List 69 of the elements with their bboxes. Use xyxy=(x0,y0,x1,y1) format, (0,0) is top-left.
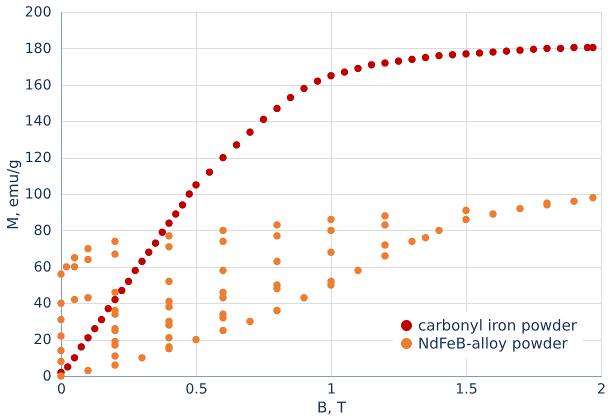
point xyxy=(273,104,281,112)
x-tick-label: 0 xyxy=(57,382,66,398)
point xyxy=(589,44,597,52)
y-tick-label: 0 xyxy=(42,368,52,384)
point xyxy=(408,56,416,64)
y-tick-label: 180 xyxy=(24,40,52,57)
point xyxy=(111,296,119,304)
point xyxy=(489,48,497,56)
legend-label: NdFeB-alloy powder xyxy=(418,334,569,352)
point xyxy=(340,68,348,76)
point xyxy=(394,57,402,65)
point xyxy=(158,228,166,236)
point xyxy=(124,278,132,286)
point xyxy=(192,181,200,189)
point xyxy=(91,324,98,332)
y-tick-label: 80 xyxy=(34,222,52,239)
point xyxy=(286,94,294,102)
y-tick-label: 40 xyxy=(34,296,52,312)
point xyxy=(206,168,214,176)
point xyxy=(543,44,551,52)
y-tick-label: 60 xyxy=(34,259,52,276)
point xyxy=(435,52,443,60)
point xyxy=(178,201,186,209)
y-tick-label: 140 xyxy=(24,114,52,130)
x-tick-label: 1.5 xyxy=(455,382,478,398)
point xyxy=(476,49,484,57)
point xyxy=(84,334,92,342)
x-tick-label: 2 xyxy=(597,382,606,398)
x-tick-label: 1 xyxy=(327,382,336,398)
point xyxy=(145,248,152,256)
point xyxy=(448,51,456,58)
point xyxy=(104,304,112,312)
point xyxy=(172,210,180,218)
y-tick-label: 20 xyxy=(34,332,52,348)
point xyxy=(78,343,85,351)
point xyxy=(300,84,308,92)
point xyxy=(570,44,578,52)
y-tick-label: 160 xyxy=(24,77,52,94)
point xyxy=(462,50,470,58)
point xyxy=(138,258,146,266)
point xyxy=(422,54,430,62)
point xyxy=(530,46,538,54)
point xyxy=(327,72,335,80)
point xyxy=(132,266,139,274)
point xyxy=(516,46,524,54)
point xyxy=(152,239,160,247)
point xyxy=(186,190,193,198)
x-tick-label: 0.5 xyxy=(185,382,208,398)
point xyxy=(314,77,322,85)
point xyxy=(368,61,376,68)
x-axis-title: B, T xyxy=(317,398,347,416)
point xyxy=(556,44,564,52)
point xyxy=(232,141,240,149)
y-tick-label: 100 xyxy=(24,186,52,202)
point xyxy=(219,154,227,162)
y-axis-title: M, emu/g xyxy=(4,159,22,230)
point xyxy=(502,47,510,55)
point xyxy=(381,59,389,67)
point xyxy=(98,316,106,324)
point xyxy=(165,219,173,227)
point xyxy=(246,128,254,136)
y-tick-label: 200 xyxy=(24,4,52,20)
point xyxy=(70,354,78,362)
point xyxy=(118,286,126,294)
legend-label: carbonyl iron powder xyxy=(418,316,578,334)
y-tick-label: 120 xyxy=(24,150,52,166)
point xyxy=(64,363,72,371)
point xyxy=(260,116,268,124)
point xyxy=(354,64,362,72)
